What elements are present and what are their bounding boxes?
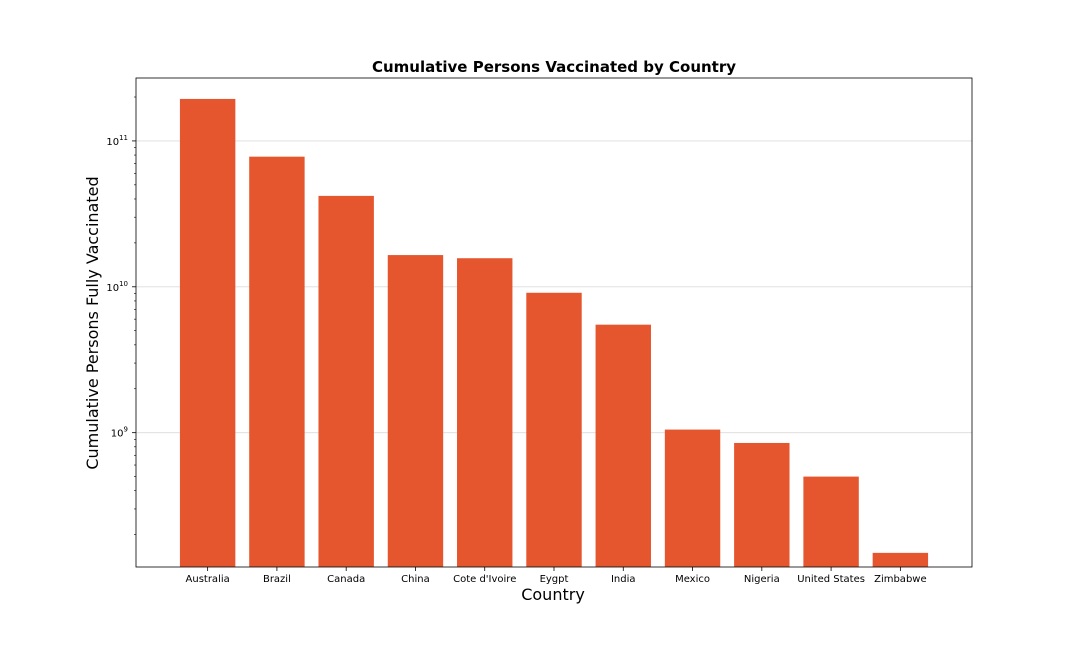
x-tick-label: United States: [797, 574, 865, 585]
x-tick-label: Canada: [327, 574, 365, 585]
bar: [387, 255, 444, 567]
bar: [318, 195, 374, 567]
x-tick-label: Eygpt: [540, 574, 569, 585]
bar: [872, 552, 929, 567]
x-tick-label: Brazil: [263, 574, 291, 585]
y-tick-label: 1011: [106, 134, 128, 148]
bar: [664, 429, 721, 567]
y-axis-ticks: 109 1010 1011: [106, 96, 136, 535]
chart-title: Cumulative Persons Vaccinated by Country: [372, 58, 736, 76]
x-tick-label: Australia: [186, 574, 230, 585]
bar: [249, 156, 305, 567]
x-tick-label: Nigeria: [744, 574, 780, 585]
x-tick-label: India: [611, 574, 636, 585]
x-tick-label: China: [401, 574, 430, 585]
plot-frame: [135, 77, 973, 568]
bar: [179, 98, 236, 567]
x-axis-label: Country: [521, 585, 585, 604]
x-axis-ticks: Australia Brazil Canada China Cote d'Ivoire E…: [186, 567, 927, 585]
bar: [734, 442, 790, 567]
bars: [179, 98, 929, 567]
x-tick-label: Zimbabwe: [874, 574, 927, 585]
bar: [526, 292, 582, 567]
bar: [803, 476, 859, 567]
bar: [457, 258, 513, 567]
x-tick-label: Cote d'Ivoire: [453, 574, 516, 585]
bar: [595, 324, 651, 567]
y-axis-label: Cumulative Persons Fully Vaccinated: [83, 176, 102, 469]
x-tick-label: Mexico: [675, 574, 710, 585]
y-tick-label: 109: [111, 426, 128, 440]
y-tick-label: 1010: [106, 280, 128, 294]
